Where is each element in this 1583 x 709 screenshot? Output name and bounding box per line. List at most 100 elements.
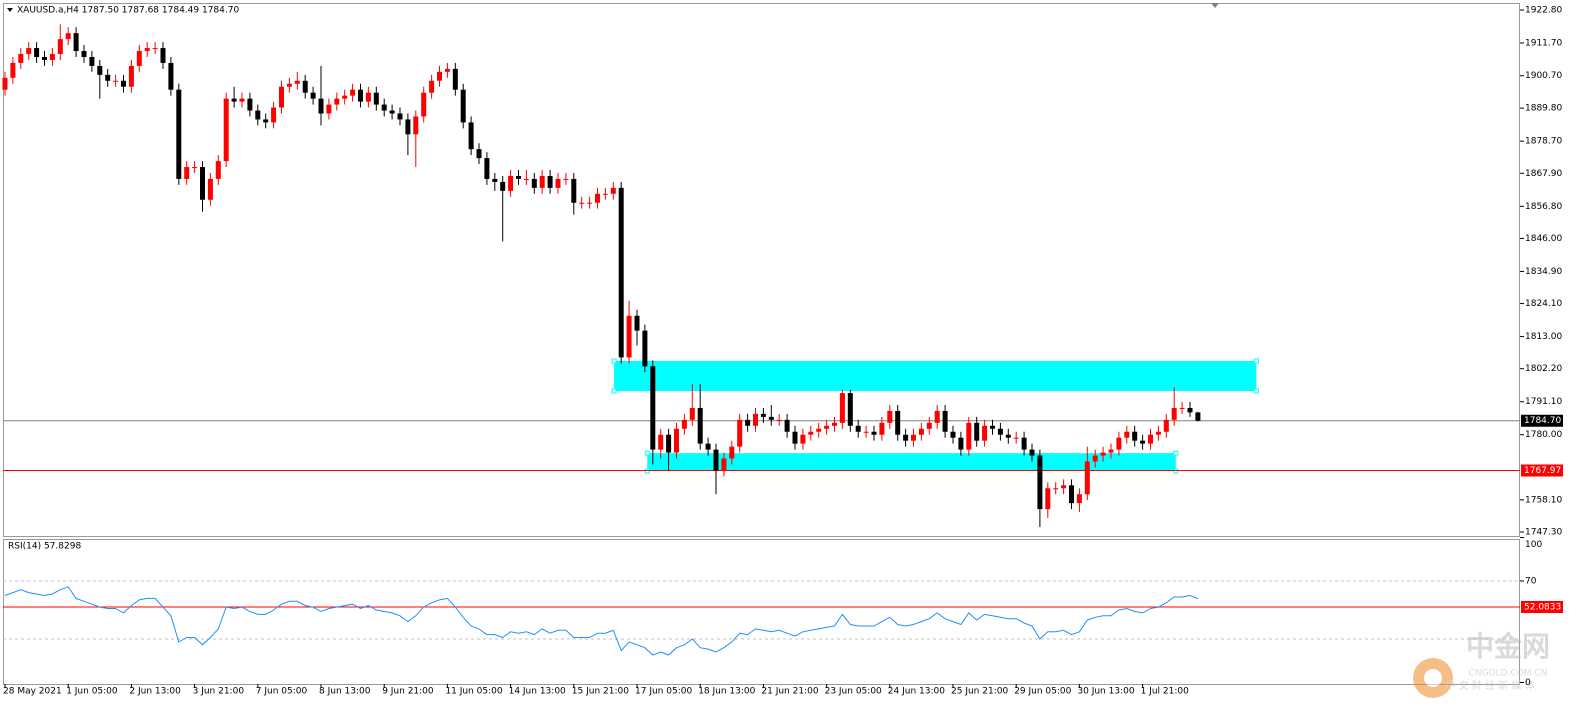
candle-body <box>476 149 482 159</box>
y-tick-label: 100 <box>1525 540 1542 550</box>
candle-body <box>721 458 727 471</box>
candle-body <box>358 89 363 102</box>
candle-body <box>982 425 988 441</box>
candle-body <box>808 431 814 435</box>
candle-body <box>121 80 126 87</box>
candle-body <box>674 428 679 453</box>
y-tick-label: 1878.70 <box>1525 137 1562 147</box>
x-tick-label: 3 Jun 21:00 <box>193 687 245 697</box>
x-tick-label: 11 Jun 05:00 <box>445 687 502 697</box>
price-label: 1784.70 <box>1524 416 1561 426</box>
candle-body <box>421 92 427 117</box>
candle-body <box>1163 419 1169 432</box>
candle-body <box>832 422 837 426</box>
candle-body <box>816 428 822 432</box>
candle-body <box>310 92 316 99</box>
candle-body <box>286 83 292 87</box>
candle-body <box>768 416 774 420</box>
candle-body <box>1100 452 1106 456</box>
y-tick-label: 1834.90 <box>1525 267 1562 277</box>
candle-body <box>1187 407 1193 413</box>
candle-body <box>342 95 348 99</box>
candle-body <box>381 104 387 111</box>
candle-body <box>942 410 948 432</box>
candle-body <box>1061 485 1067 489</box>
candle-body <box>1045 488 1051 510</box>
x-tick-label: 9 Jun 21:00 <box>382 687 434 697</box>
y-tick-label: 70 <box>1525 577 1537 587</box>
candle-body <box>444 68 450 72</box>
x-tick-label: 7 Jun 05:00 <box>256 687 308 697</box>
candle-body <box>737 419 743 447</box>
candle-body <box>215 161 221 179</box>
x-tick-label: 28 May 2021 <box>3 687 62 697</box>
candle-body <box>200 167 205 200</box>
candle-body <box>373 92 379 105</box>
candle-body <box>334 98 340 105</box>
candle-body <box>1092 455 1098 462</box>
x-tick-label: 24 Jun 13:00 <box>888 687 945 697</box>
candle-body <box>484 158 490 179</box>
y-tick-label: 1867.90 <box>1525 169 1562 179</box>
candle-body <box>918 428 924 435</box>
watermark-logo-inner <box>1424 669 1442 687</box>
candle-body <box>966 422 972 450</box>
candle-body <box>666 434 672 453</box>
rsi-panel <box>3 539 1520 685</box>
zone-handle <box>1253 388 1259 394</box>
candle-body <box>1013 437 1019 439</box>
candle-body <box>223 98 229 162</box>
price-label-box <box>1521 414 1563 427</box>
candle-body <box>405 119 411 135</box>
candle-body <box>2 77 8 90</box>
candle-body <box>271 107 277 123</box>
candle-body <box>887 410 893 423</box>
candle-body <box>587 202 593 204</box>
candle-body <box>547 175 553 188</box>
candle-body <box>452 68 458 90</box>
candle-body <box>176 89 182 179</box>
y-tick-label: 1900.70 <box>1525 71 1562 81</box>
candle-body <box>65 33 71 40</box>
candle-body <box>903 434 909 441</box>
watermark-site: CNGOLD.COM.CN <box>1469 669 1548 679</box>
candle-body <box>263 119 269 123</box>
candle-body <box>990 425 995 429</box>
candle-body <box>974 422 980 441</box>
x-tick-label: 14 Jun 13:00 <box>509 687 566 697</box>
candle-body <box>1140 440 1146 444</box>
candle-body <box>681 419 687 429</box>
candle-body <box>1155 431 1161 435</box>
x-tick-label: 8 Jun 13:00 <box>319 687 371 697</box>
rsi-line <box>4 586 1199 656</box>
candle-body <box>460 89 466 123</box>
candle-body <box>579 202 585 204</box>
y-tick-label: 1889.80 <box>1525 104 1562 114</box>
candle-body <box>1084 461 1090 495</box>
candle-body <box>1037 455 1043 510</box>
candle-body <box>997 428 1003 435</box>
y-tick-label: 1791.10 <box>1525 397 1562 407</box>
watermark-brand: 中金网 <box>1466 630 1550 663</box>
candle-body <box>500 181 506 191</box>
main-panel <box>3 3 1520 537</box>
shift-marker <box>1211 3 1219 8</box>
candle-body <box>302 80 308 93</box>
zone <box>647 453 1176 472</box>
candle-body <box>231 98 237 102</box>
x-tick-label: 21 Jun 21:00 <box>761 687 818 697</box>
candle-body <box>602 193 608 195</box>
candle-body <box>555 178 561 188</box>
candle-body <box>745 419 751 426</box>
candle-body <box>1148 434 1153 444</box>
header: XAUUSD.a,H4 1787.50 1787.68 1784.49 1784… <box>17 6 239 16</box>
candle-body <box>1076 494 1082 504</box>
y-tick-label: 1856.80 <box>1525 202 1562 212</box>
level-label-box <box>1521 600 1563 613</box>
candle-body <box>105 74 111 81</box>
zone-handle <box>644 468 650 474</box>
candle-body <box>863 431 869 433</box>
candle-body <box>800 434 806 444</box>
candle-body <box>871 431 877 435</box>
